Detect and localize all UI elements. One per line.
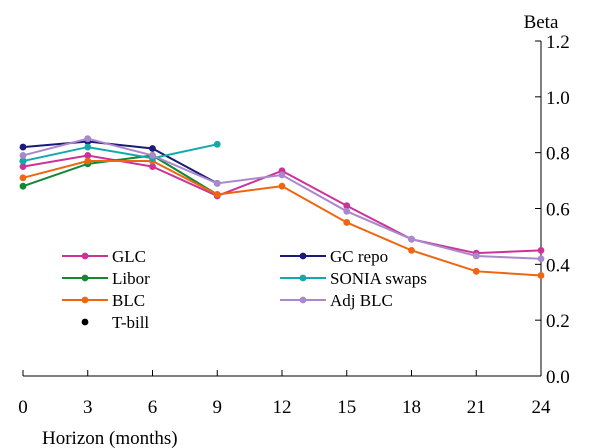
legend-item: SONIA swaps: [280, 269, 427, 288]
data-point: [19, 152, 27, 159]
legend-item: Adj BLC: [280, 291, 393, 310]
data-point: [472, 252, 480, 260]
data-point: [472, 267, 480, 275]
y-axis-title: Beta: [524, 12, 559, 33]
data-point: [213, 179, 221, 187]
x-tick-label: 18: [402, 397, 421, 418]
axes: 0 3 6 9 12 15 18 21 24 0.0 0.2 0.4 0.6 0.8 1.0 1.2: [18, 32, 570, 418]
data-point: [343, 202, 351, 210]
data-point: [408, 235, 415, 243]
legend-swatch-marker: [81, 252, 89, 260]
series-libor: [19, 152, 221, 198]
data-point: [19, 143, 27, 151]
legend-swatch-marker: [81, 318, 89, 326]
y-tick-label: 0.6: [546, 200, 570, 221]
data-point: [84, 152, 92, 159]
legend: GLC Libor BLC T-bill GC repo SONIA swaps Adj B…: [62, 247, 427, 332]
data-point: [149, 145, 156, 152]
data-point: [343, 207, 351, 215]
x-tick-label: 9: [213, 397, 223, 418]
legend-label: T-bill: [112, 313, 149, 332]
legend-label: Libor: [112, 269, 150, 288]
data-point: [537, 272, 545, 279]
legend-label: Adj BLC: [330, 291, 393, 310]
y-tick-label: 0.2: [546, 311, 570, 332]
y-tick-label: 0.8: [546, 144, 570, 165]
legend-swatch-marker: [299, 274, 307, 282]
legend-swatch-marker: [299, 252, 307, 260]
data-point: [19, 182, 27, 190]
y-tick-label: 0.4: [546, 255, 570, 276]
x-tick-label: 3: [83, 397, 93, 418]
data-point: [19, 157, 27, 165]
x-axis-title: Horizon (months): [42, 428, 178, 448]
data-point: [278, 171, 286, 179]
y-tick-label: 1.0: [546, 88, 570, 109]
legend-item: Libor: [62, 269, 150, 288]
data-point: [343, 219, 351, 226]
y-tick-label: 0.0: [546, 367, 570, 388]
data-point: [213, 191, 221, 198]
y-tick-label: 1.2: [546, 32, 570, 53]
data-point: [149, 163, 156, 171]
data-point: [278, 182, 286, 190]
data-point: [84, 135, 92, 143]
series-lines: [19, 135, 545, 279]
series-line: [22, 154, 218, 196]
x-tick-label: 6: [148, 397, 158, 418]
data-point: [537, 255, 545, 263]
data-point: [213, 140, 221, 148]
legend-swatch-marker: [81, 274, 89, 282]
x-tick-label: 21: [467, 397, 486, 418]
legend-item: T-bill: [81, 313, 149, 332]
x-tick-label: 0: [18, 397, 28, 418]
series-line: [22, 140, 218, 185]
legend-label: SONIA swaps: [330, 269, 427, 288]
legend-label: GC repo: [330, 247, 388, 266]
legend-label: GLC: [112, 247, 146, 266]
x-tick-label: 24: [532, 397, 552, 418]
data-point: [84, 143, 92, 151]
data-point: [19, 174, 27, 182]
legend-item: BLC: [62, 291, 145, 310]
data-point: [408, 246, 415, 254]
x-tick-label: 15: [337, 397, 356, 418]
data-point: [149, 152, 156, 159]
legend-swatch-marker: [299, 296, 307, 304]
legend-label: BLC: [112, 291, 145, 310]
legend-swatch-marker: [81, 296, 89, 304]
series-adj-blc: [19, 135, 545, 263]
legend-item: GLC: [62, 247, 146, 266]
series-glc: [19, 152, 545, 257]
data-point: [537, 246, 545, 254]
legend-item: GC repo: [280, 247, 388, 266]
data-point: [19, 163, 27, 171]
series-line: [22, 143, 218, 163]
series-blc: [19, 157, 545, 279]
data-point: [84, 157, 92, 165]
x-tick-label: 12: [273, 397, 292, 418]
